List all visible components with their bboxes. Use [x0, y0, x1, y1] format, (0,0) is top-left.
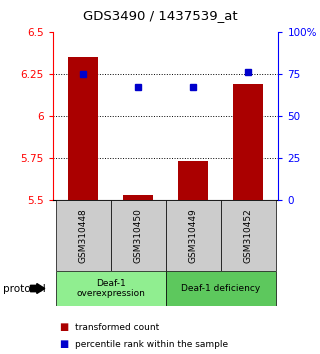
Text: Deaf-1 deficiency: Deaf-1 deficiency: [181, 284, 260, 293]
Bar: [233, 84, 263, 200]
Bar: [111, 200, 166, 271]
Text: Deaf-1
overexpression: Deaf-1 overexpression: [76, 279, 145, 298]
Text: transformed count: transformed count: [75, 323, 159, 332]
Bar: [166, 200, 220, 271]
Bar: [166, 271, 276, 306]
Bar: [178, 161, 208, 200]
Bar: [220, 200, 276, 271]
Text: GSM310452: GSM310452: [244, 208, 252, 263]
Text: percentile rank within the sample: percentile rank within the sample: [75, 339, 228, 349]
Bar: [56, 271, 166, 306]
Bar: [123, 195, 153, 200]
Text: GSM310450: GSM310450: [133, 208, 143, 263]
Text: GDS3490 / 1437539_at: GDS3490 / 1437539_at: [83, 9, 237, 22]
Text: protocol: protocol: [3, 284, 46, 293]
Text: GSM310448: GSM310448: [79, 208, 88, 263]
Text: ■: ■: [59, 322, 68, 332]
Text: GSM310449: GSM310449: [188, 208, 198, 263]
Text: ■: ■: [59, 339, 68, 349]
Bar: [68, 57, 98, 200]
Bar: [56, 200, 111, 271]
